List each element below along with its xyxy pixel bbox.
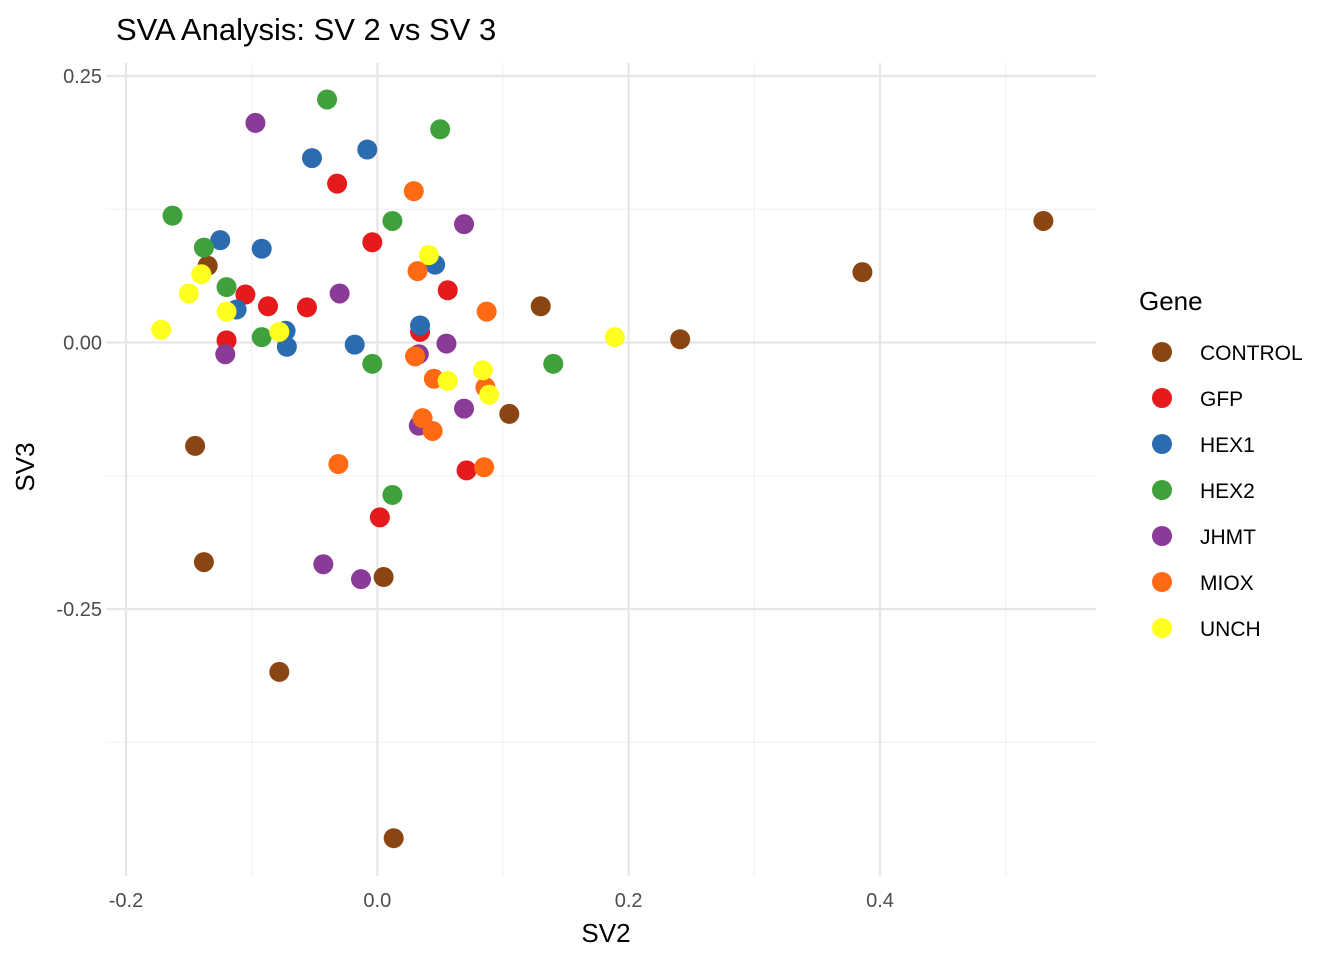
x-tick-label: -0.2 — [109, 890, 143, 912]
legend-label-unch: UNCH — [1200, 618, 1261, 641]
point-gfp — [296, 297, 317, 318]
point-jhmt — [215, 344, 236, 365]
point-jhmt — [454, 214, 475, 235]
point-control — [383, 828, 404, 849]
legend-label-jhmt: JHMT — [1200, 526, 1256, 549]
point-hex2 — [251, 327, 272, 348]
y-axis-title: SV3 — [10, 442, 40, 491]
point-gfp — [437, 280, 458, 301]
legend-key-hex1 — [1152, 434, 1172, 454]
legend-label-gfp: GFP — [1200, 388, 1243, 411]
point-hex1 — [210, 230, 231, 251]
point-control — [670, 329, 691, 350]
point-control — [1033, 210, 1054, 231]
point-jhmt — [329, 283, 350, 304]
point-jhmt — [313, 554, 334, 575]
point-gfp — [327, 173, 348, 194]
legend-key-gfp — [1152, 388, 1172, 408]
legend: Gene CONTROL GFP HEX1 HEX2 JHMT MIOX UNCH — [1139, 286, 1303, 641]
legend-key-jhmt — [1152, 526, 1172, 546]
point-unch — [437, 370, 458, 391]
point-hex2 — [162, 205, 183, 226]
x-tick-label: 0.4 — [866, 890, 894, 912]
legend-label-control: CONTROL — [1200, 342, 1303, 365]
point-hex2 — [543, 353, 564, 374]
point-miox — [422, 420, 443, 441]
point-unch — [151, 319, 172, 340]
data-points — [151, 89, 1054, 849]
point-jhmt — [245, 112, 266, 133]
x-tick-label: 0.0 — [363, 890, 391, 912]
grid-layer — [106, 63, 1096, 876]
point-gfp — [362, 232, 383, 253]
point-hex2 — [193, 237, 214, 258]
point-control — [269, 661, 290, 682]
y-tick-label: 0.25 — [63, 66, 102, 88]
point-miox — [405, 346, 426, 367]
point-hex2 — [382, 210, 403, 231]
point-control — [193, 552, 214, 573]
legend-title: Gene — [1139, 286, 1203, 316]
point-miox — [476, 301, 497, 322]
point-unch — [191, 264, 212, 285]
legend-items: CONTROL GFP HEX1 HEX2 JHMT MIOX UNCH — [1152, 342, 1303, 641]
chart-title: SVA Analysis: SV 2 vs SV 3 — [116, 12, 496, 47]
legend-key-hex2 — [1152, 480, 1172, 500]
point-jhmt — [436, 333, 457, 354]
point-control — [185, 435, 206, 456]
x-tick-label: 0.2 — [615, 890, 643, 912]
point-gfp — [258, 296, 279, 317]
point-jhmt — [350, 569, 371, 590]
point-hex2 — [382, 484, 403, 505]
point-hex1 — [344, 334, 365, 355]
point-unch — [216, 301, 237, 322]
legend-key-miox — [1152, 572, 1172, 592]
y-tick-label: 0.00 — [63, 333, 102, 355]
point-miox — [407, 261, 428, 282]
y-tick-label: -0.25 — [56, 599, 102, 621]
point-miox — [474, 457, 495, 478]
point-miox — [403, 181, 424, 202]
point-hex1 — [276, 336, 297, 357]
point-jhmt — [454, 398, 475, 419]
point-miox — [328, 454, 349, 475]
point-hex2 — [430, 119, 451, 140]
legend-label-hex1: HEX1 — [1200, 434, 1255, 457]
point-gfp — [456, 460, 477, 481]
point-hex1 — [357, 139, 378, 160]
point-gfp — [369, 507, 390, 528]
point-control — [499, 403, 520, 424]
point-unch — [269, 321, 290, 342]
point-unch — [479, 384, 500, 405]
tick-labels: -0.2 0.0 0.2 0.4 0.25 0.00 -0.25 — [56, 66, 894, 912]
x-axis-title: SV2 — [581, 918, 630, 948]
point-hex1 — [410, 315, 431, 336]
legend-key-unch — [1152, 618, 1172, 638]
legend-key-control — [1152, 342, 1172, 362]
point-unch — [418, 245, 439, 266]
point-control — [852, 262, 873, 283]
point-hex2 — [362, 353, 383, 374]
point-control — [530, 296, 551, 317]
point-hex2 — [317, 89, 338, 110]
legend-label-miox: MIOX — [1200, 572, 1254, 595]
point-unch — [472, 360, 493, 381]
point-hex1 — [251, 238, 272, 259]
legend-label-hex2: HEX2 — [1200, 480, 1255, 503]
point-unch — [178, 283, 199, 304]
point-gfp — [235, 284, 256, 305]
point-hex1 — [301, 148, 322, 169]
point-control — [373, 567, 394, 588]
point-unch — [604, 327, 625, 348]
point-hex2 — [216, 277, 237, 298]
